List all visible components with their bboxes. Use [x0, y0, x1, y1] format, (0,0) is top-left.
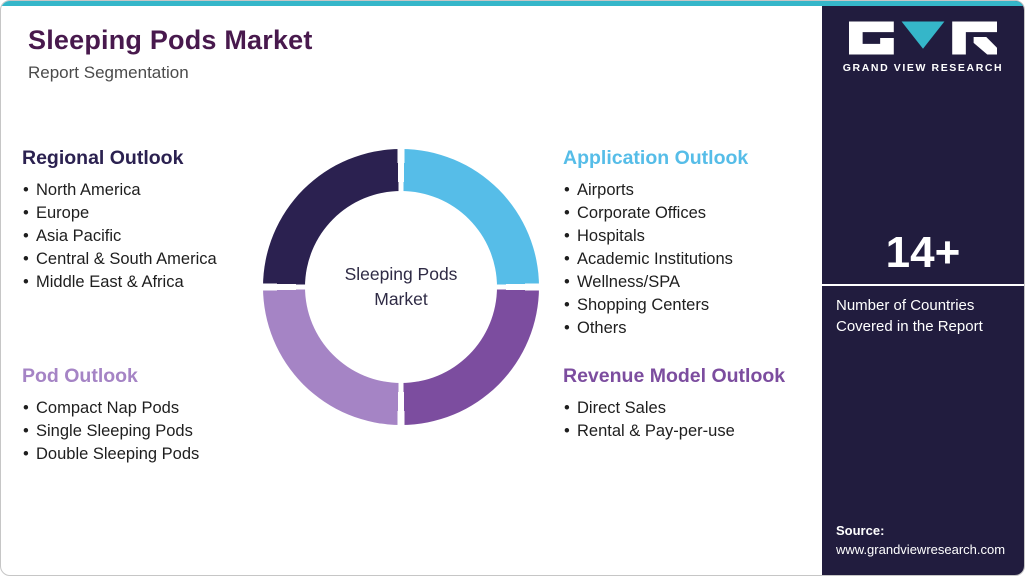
revenue-model-outlook-list: Direct Sales Rental & Pay-per-use	[563, 397, 823, 443]
stat-value: 14+	[885, 228, 961, 277]
brand-name: GRAND VIEW RESEARCH	[842, 62, 1004, 74]
list-item: Wellness/SPA	[563, 271, 823, 294]
application-outlook-list: Airports Corporate Offices Hospitals Aca…	[563, 179, 823, 340]
page-title: Sleeping Pods Market	[28, 25, 313, 55]
list-item: Asia Pacific	[22, 225, 262, 248]
donut-chart: Sleeping Pods Market	[263, 149, 539, 425]
list-item: Europe	[22, 202, 262, 225]
regional-outlook-list: North America Europe Asia Pacific Centra…	[22, 179, 262, 294]
sidebar: GRAND VIEW RESEARCH 14+ Number of Countr…	[822, 1, 1024, 575]
list-item: Shopping Centers	[563, 294, 823, 317]
source-label: Source:	[836, 523, 885, 538]
list-item: North America	[22, 179, 262, 202]
donut-center: Sleeping Pods Market	[305, 191, 497, 383]
source-block: Source: www.grandviewresearch.com	[836, 523, 1005, 557]
list-item: Academic Institutions	[563, 248, 823, 271]
revenue-model-outlook-title: Revenue Model Outlook	[563, 365, 786, 387]
list-item: Middle East & Africa	[22, 271, 262, 294]
top-accent-bar	[1, 1, 1024, 6]
list-item: Corporate Offices	[563, 202, 823, 225]
list-item: Hospitals	[563, 225, 823, 248]
section-application-outlook: Application Outlook Airports Corporate O…	[563, 147, 823, 340]
regional-outlook-title: Regional Outlook	[22, 147, 184, 169]
stat-divider	[822, 284, 1024, 287]
list-item: Direct Sales	[563, 397, 823, 420]
stat-block: 14+ Number of Countries Covered in the R…	[822, 228, 1024, 337]
section-regional-outlook: Regional Outlook North America Europe As…	[22, 147, 262, 294]
donut-center-label: Sleeping Pods Market	[344, 264, 458, 309]
source-url: www.grandviewresearch.com	[836, 542, 1006, 557]
list-item: Compact Nap Pods	[22, 397, 262, 420]
header: Sleeping Pods Market Report Segmentation	[28, 25, 313, 83]
section-pod-outlook: Pod Outlook Compact Nap Pods Single Slee…	[22, 365, 262, 466]
section-revenue-model-outlook: Revenue Model Outlook Direct Sales Renta…	[563, 365, 823, 443]
page-subtitle: Report Segmentation	[28, 63, 189, 82]
stat-label: Number of Countries Covered in the Repor…	[836, 297, 983, 336]
pod-outlook-title: Pod Outlook	[22, 365, 138, 387]
grand-view-research-logo-icon	[849, 21, 997, 55]
list-item: Airports	[563, 179, 823, 202]
list-item: Others	[563, 317, 823, 340]
list-item: Double Sleeping Pods	[22, 443, 262, 466]
list-item: Single Sleeping Pods	[22, 420, 262, 443]
application-outlook-title: Application Outlook	[563, 147, 749, 169]
brand-logo: GRAND VIEW RESEARCH	[822, 21, 1024, 74]
pod-outlook-list: Compact Nap Pods Single Sleeping Pods Do…	[22, 397, 262, 466]
list-item: Central & South America	[22, 248, 262, 271]
list-item: Rental & Pay-per-use	[563, 420, 823, 443]
